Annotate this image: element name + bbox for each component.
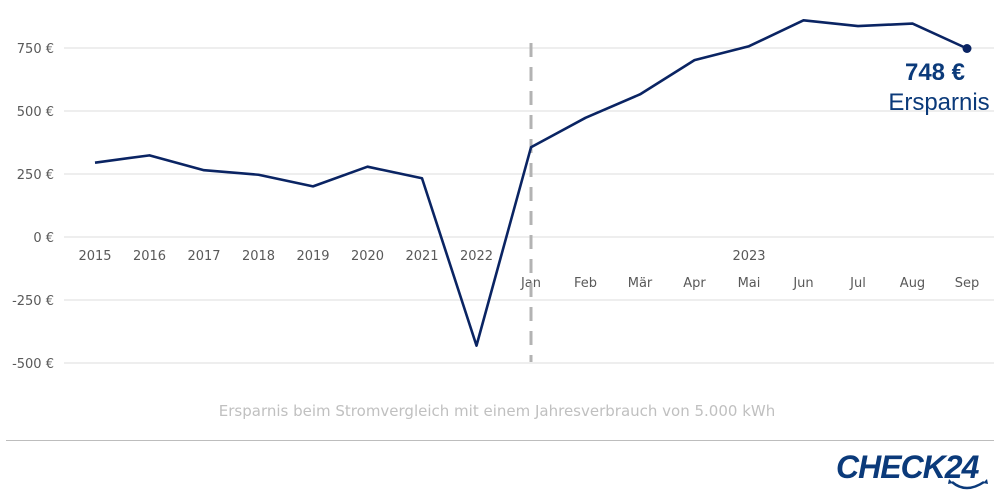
check24-logo: CHECK24 bbox=[836, 449, 988, 490]
x-tick-label: Mär bbox=[628, 276, 653, 291]
x-tick-label: 2021 bbox=[405, 249, 438, 264]
x-tick-label: 2020 bbox=[351, 249, 384, 264]
series-line bbox=[94, 18, 968, 347]
y-tick-label: 500 € bbox=[17, 105, 54, 120]
y-tick-label: 750 € bbox=[17, 42, 54, 57]
x-tick-label: Jun bbox=[792, 276, 813, 291]
x-tick-label: Feb bbox=[574, 276, 597, 291]
x-tick-label: Sep bbox=[955, 276, 980, 291]
year-group-label: 2023 bbox=[732, 249, 765, 264]
line-chart: 750 € 500 € 250 € 0 € -250 € -500 € 2015 2016 2… bbox=[12, 18, 994, 372]
x-tick-label: 2017 bbox=[187, 249, 220, 264]
annotation-value: 748 € bbox=[905, 59, 965, 86]
y-tick-label: -500 € bbox=[12, 357, 54, 372]
x-tick-label: 2016 bbox=[133, 249, 166, 264]
chart-caption: Ersparnis beim Stromvergleich mit einem … bbox=[218, 402, 776, 420]
x-tick-label: Aug bbox=[900, 276, 925, 291]
x-tick-label: 2015 bbox=[78, 249, 111, 264]
y-tick-label: 0 € bbox=[33, 231, 54, 246]
x-tick-label: Jul bbox=[849, 276, 866, 291]
x-tick-label: Apr bbox=[683, 276, 706, 291]
svg-text:CHECK24: CHECK24 bbox=[836, 449, 980, 485]
x-tick-label: 2018 bbox=[242, 249, 275, 264]
x-tick-label: Mai bbox=[738, 276, 761, 291]
y-tick-label: 250 € bbox=[17, 168, 54, 183]
annotation-label: Ersparnis bbox=[888, 89, 989, 116]
data-point bbox=[962, 44, 972, 54]
x-tick-label: 2022 bbox=[460, 249, 493, 264]
divider-rule bbox=[6, 440, 994, 441]
x-tick-label: 2019 bbox=[296, 249, 329, 264]
y-tick-label: -250 € bbox=[12, 294, 54, 309]
